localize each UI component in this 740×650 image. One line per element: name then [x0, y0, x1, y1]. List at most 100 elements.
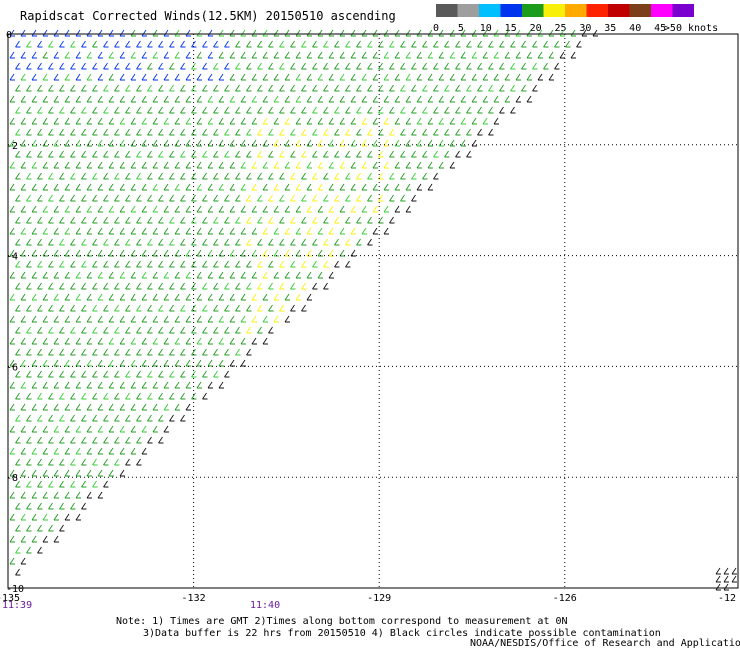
wind-barb [416, 139, 422, 147]
colorbar-tick-label: 10 [480, 23, 492, 34]
wind-barb [20, 337, 26, 345]
wind-barb [268, 62, 274, 70]
wind-barb [158, 62, 164, 70]
wind-barb [284, 249, 290, 257]
wind-barb [174, 315, 180, 323]
wind-barb [185, 381, 191, 389]
wind-barb [86, 469, 92, 477]
wind-barb [31, 315, 37, 323]
wind-barb [466, 128, 472, 136]
wind-barb [97, 491, 103, 499]
wind-barb [152, 271, 158, 279]
wind-barb [37, 62, 43, 70]
wind-barb [20, 381, 26, 389]
wind-barb [235, 128, 241, 136]
wind-barb [114, 84, 120, 92]
wind-barb [207, 183, 213, 191]
wind-barb [92, 84, 98, 92]
wind-barb [86, 249, 92, 257]
wind-barb [48, 392, 54, 400]
axis-tick-labels: -135 -132 -129 -126 -123-12 0 -2 -4 -6 -8 -10 [0, 30, 740, 604]
wind-barb [196, 183, 202, 191]
wind-barb [147, 348, 153, 356]
wind-barb [427, 95, 433, 103]
wind-barb [31, 293, 37, 301]
wind-barb [295, 271, 301, 279]
wind-barb [185, 117, 191, 125]
wind-barb [86, 271, 92, 279]
wind-barb [15, 414, 21, 422]
wind-barb [361, 161, 367, 169]
wind-barb [9, 337, 15, 345]
wind-barb [213, 370, 219, 378]
wind-barb [218, 205, 224, 213]
wind-barb [268, 84, 274, 92]
wind-barb [301, 216, 307, 224]
wind-barb [152, 139, 158, 147]
wind-barb [180, 84, 186, 92]
wind-barb [416, 161, 422, 169]
wind-barb [350, 161, 356, 169]
wind-barb [224, 348, 230, 356]
y-tick-label: 0 [6, 30, 12, 41]
wind-barb [240, 271, 246, 279]
wind-barb [493, 51, 499, 59]
wind-barb [141, 205, 147, 213]
wind-barb [229, 117, 235, 125]
wind-barb [26, 414, 32, 422]
wind-barb [31, 381, 37, 389]
wind-barb [158, 370, 164, 378]
wind-barb [119, 117, 125, 125]
colorbar-swatch [629, 4, 651, 17]
wind-barb [284, 73, 290, 81]
wind-barb [306, 205, 312, 213]
wind-barb [97, 293, 103, 301]
wind-barb [9, 381, 15, 389]
wind-barb [405, 205, 411, 213]
wind-barb [152, 337, 158, 345]
wind-barb [59, 150, 65, 158]
wind-barb [169, 282, 175, 290]
wind-barb [218, 73, 224, 81]
wind-barb [15, 84, 21, 92]
wind-barb [372, 95, 378, 103]
wind-barb [64, 315, 70, 323]
wind-barb [119, 425, 125, 433]
wind-barb [196, 51, 202, 59]
wind-barb [229, 337, 235, 345]
wind-barb [455, 150, 461, 158]
wind-barb [26, 282, 32, 290]
wind-barb [400, 106, 406, 114]
wind-barb [499, 106, 505, 114]
wind-barb [235, 172, 241, 180]
wind-barb [141, 293, 147, 301]
wind-barb [328, 73, 334, 81]
wind-barb [180, 150, 186, 158]
wind-barb [37, 282, 43, 290]
wind-barb [444, 40, 450, 48]
wind-barb [185, 337, 191, 345]
wind-barb [20, 403, 26, 411]
wind-barb [317, 161, 323, 169]
wind-barb [218, 161, 224, 169]
wind-barb [86, 227, 92, 235]
wind-barb [31, 513, 37, 521]
wind-barb [356, 194, 362, 202]
wind-barb [20, 557, 26, 565]
wind-barb [174, 271, 180, 279]
wind-barb [312, 62, 318, 70]
wind-barb [202, 238, 208, 246]
wind-barb [394, 73, 400, 81]
wind-barb [103, 62, 109, 70]
wind-barb [257, 216, 263, 224]
wind-barb [163, 51, 169, 59]
wind-barb [86, 359, 92, 367]
wind-barb [108, 117, 114, 125]
wind-barb [163, 183, 169, 191]
wind-barb [207, 161, 213, 169]
wind-barb [9, 513, 15, 521]
wind-barb [438, 117, 444, 125]
wind-barb [185, 29, 191, 37]
wind-barb [306, 95, 312, 103]
wind-barb [235, 40, 241, 48]
